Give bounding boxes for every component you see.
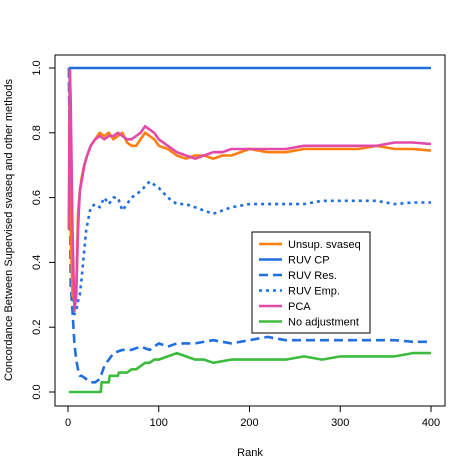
y-tick-label: 0.2 (31, 320, 43, 335)
legend-box (251, 231, 371, 334)
legend-label: No adjustment (288, 317, 359, 329)
x-tick-label: 0 (65, 417, 71, 429)
y-tick-label: 1.0 (31, 60, 43, 75)
x-tick-label: 400 (422, 417, 440, 429)
x-tick-label: 300 (331, 417, 349, 429)
x-tick-label: 100 (150, 417, 168, 429)
x-axis: 0 100 200 300 400 (65, 405, 440, 429)
y-tick-label: 0.4 (31, 255, 43, 270)
series-line-pca (67, 66, 432, 313)
y-axis-title: Concordance Between Supervised svaseq an… (3, 78, 15, 381)
legend-label: Unsup. svaseq (288, 239, 361, 251)
legend-label: RUV CP (288, 255, 330, 267)
y-axis: 0.0 0.2 0.4 0.6 0.8 1.0 (31, 60, 56, 400)
series-line-ruv-res (67, 67, 431, 384)
x-tick-label: 200 (240, 417, 258, 429)
y-tick-label: 0.6 (31, 190, 43, 205)
y-tick-label: 0.0 (31, 384, 43, 399)
legend-label: RUV Emp. (288, 286, 340, 298)
legend-label: PCA (288, 301, 311, 313)
series-layer (67, 66, 432, 394)
legend-label: RUV Res. (288, 270, 337, 282)
x-axis-title: Rank (237, 447, 263, 459)
y-tick-label: 0.8 (31, 125, 43, 140)
legend: Unsup. svaseq RUV CP RUV Res. RUV Emp. PCA No… (251, 231, 371, 334)
series-line-no-adjustment (68, 351, 431, 394)
